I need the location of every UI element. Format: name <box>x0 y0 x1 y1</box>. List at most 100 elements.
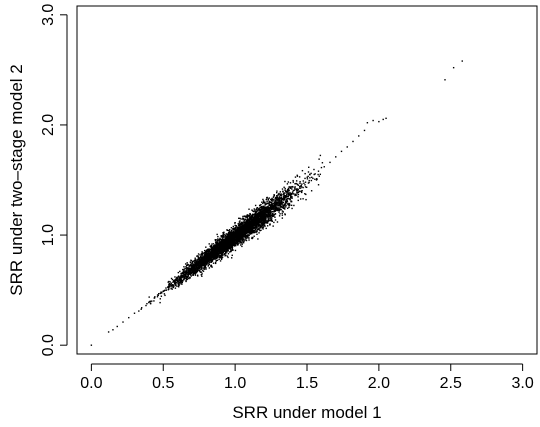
data-point <box>219 255 221 257</box>
data-point <box>292 186 294 188</box>
data-point <box>243 221 246 224</box>
data-point <box>206 249 209 251</box>
data-point <box>300 184 302 187</box>
data-point <box>216 249 218 251</box>
data-point <box>276 196 278 198</box>
data-point <box>307 182 310 184</box>
data-point <box>256 212 258 214</box>
data-point <box>190 266 192 268</box>
data-point <box>298 176 301 178</box>
data-point <box>263 209 266 211</box>
data-point <box>276 207 278 209</box>
data-point <box>208 243 210 245</box>
data-point <box>270 206 272 208</box>
data-point <box>241 234 244 236</box>
data-point <box>173 279 175 282</box>
data-point <box>223 248 226 250</box>
data-point <box>258 211 260 214</box>
data-point <box>227 246 229 248</box>
data-point <box>178 281 180 284</box>
data-point <box>262 217 264 220</box>
data-point <box>233 234 236 236</box>
data-point <box>272 225 274 227</box>
data-point <box>243 232 246 234</box>
data-point <box>185 265 187 268</box>
data-point <box>171 283 173 286</box>
data-point <box>187 274 189 277</box>
data-point <box>189 265 192 267</box>
data-point <box>189 264 192 266</box>
data-point <box>292 179 294 182</box>
data-point <box>208 252 210 255</box>
data-point <box>253 226 256 229</box>
data-point <box>240 227 242 229</box>
data-point <box>195 267 198 269</box>
data-point <box>212 254 214 256</box>
data-point <box>196 265 198 268</box>
data-point <box>177 283 180 286</box>
data-point <box>214 261 217 264</box>
data-point <box>215 244 217 246</box>
data-point <box>212 248 214 250</box>
data-point <box>293 189 295 191</box>
data-point <box>250 229 253 231</box>
data-point <box>192 270 194 272</box>
data-point <box>250 228 252 231</box>
data-point <box>270 210 272 213</box>
data-point <box>254 210 256 213</box>
data-point <box>189 273 191 275</box>
data-point <box>197 269 199 271</box>
data-point <box>289 194 292 197</box>
data-point <box>239 222 241 224</box>
data-point <box>298 190 301 193</box>
data-point <box>277 197 280 199</box>
data-point <box>283 186 285 188</box>
data-point <box>193 269 195 271</box>
data-point <box>290 187 292 189</box>
data-point <box>227 233 229 235</box>
data-point <box>177 275 180 278</box>
data-point <box>180 277 183 279</box>
data-point <box>304 193 306 195</box>
data-point <box>266 202 268 205</box>
data-point <box>203 251 206 254</box>
data-point <box>233 231 235 233</box>
data-point <box>255 216 258 218</box>
data-point <box>207 265 209 267</box>
data-point <box>264 221 267 224</box>
data-point <box>241 243 244 245</box>
data-point <box>235 229 237 232</box>
data-point <box>209 259 211 261</box>
data-point <box>261 217 263 219</box>
data-point <box>248 208 250 210</box>
data-point <box>208 254 210 257</box>
data-point <box>278 209 280 212</box>
data-point <box>210 255 212 257</box>
data-point <box>243 233 246 235</box>
data-point <box>210 251 212 253</box>
data-point <box>255 222 257 225</box>
data-point <box>199 271 202 273</box>
data-point <box>270 201 272 204</box>
data-point <box>210 248 213 250</box>
data-point <box>207 254 209 257</box>
data-point <box>170 282 173 284</box>
data-point <box>287 181 290 183</box>
data-point <box>244 231 247 233</box>
data-point <box>209 249 211 251</box>
data-point <box>284 203 286 205</box>
data-point <box>201 275 203 277</box>
plot-frame <box>76 5 538 355</box>
data-point <box>263 223 266 225</box>
data-point <box>163 293 166 295</box>
data-point <box>295 182 297 185</box>
data-point <box>233 238 235 241</box>
data-point <box>260 219 262 221</box>
data-point <box>241 225 243 227</box>
data-point <box>168 283 170 286</box>
data-point <box>242 238 245 240</box>
data-point <box>226 236 228 238</box>
data-point <box>265 220 267 222</box>
data-point <box>283 205 286 207</box>
data-point <box>245 232 247 234</box>
